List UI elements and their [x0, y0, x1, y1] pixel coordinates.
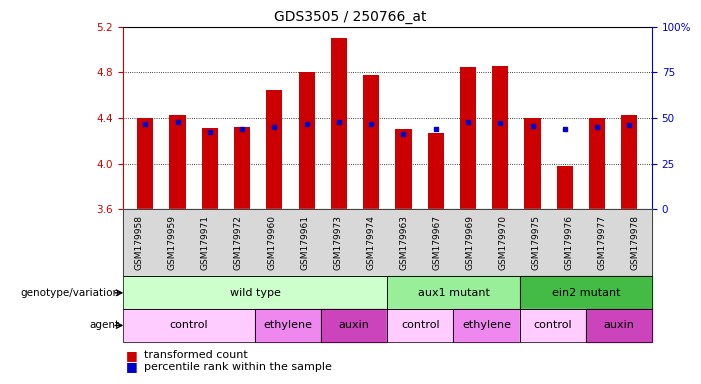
- Text: GDS3505 / 250766_at: GDS3505 / 250766_at: [274, 10, 427, 23]
- Text: GSM179969: GSM179969: [465, 215, 475, 270]
- Text: GSM179977: GSM179977: [598, 215, 607, 270]
- Text: aux1 mutant: aux1 mutant: [418, 288, 489, 298]
- Text: control: control: [533, 320, 572, 331]
- Bar: [428, 133, 444, 209]
- Bar: [266, 89, 283, 209]
- Bar: [234, 127, 250, 209]
- Text: ethylene: ethylene: [264, 320, 313, 331]
- Bar: [331, 38, 347, 209]
- Bar: [170, 115, 186, 209]
- Text: wild type: wild type: [229, 288, 280, 298]
- Text: GSM179960: GSM179960: [267, 215, 276, 270]
- Bar: [202, 128, 218, 209]
- Bar: [137, 118, 154, 209]
- Bar: [299, 73, 315, 209]
- Text: GSM179967: GSM179967: [433, 215, 442, 270]
- Text: control: control: [401, 320, 440, 331]
- Text: GSM179973: GSM179973: [333, 215, 342, 270]
- Text: auxin: auxin: [604, 320, 634, 331]
- Text: ■: ■: [126, 360, 138, 373]
- Bar: [589, 118, 605, 209]
- Bar: [460, 67, 476, 209]
- Text: GSM179976: GSM179976: [565, 215, 573, 270]
- Bar: [621, 115, 637, 209]
- Text: GSM179974: GSM179974: [366, 215, 375, 270]
- Text: GSM179978: GSM179978: [631, 215, 640, 270]
- Text: GSM179971: GSM179971: [201, 215, 210, 270]
- Text: GSM179975: GSM179975: [531, 215, 540, 270]
- Text: GSM179959: GSM179959: [168, 215, 177, 270]
- Text: transformed count: transformed count: [144, 350, 247, 360]
- Bar: [395, 129, 411, 209]
- Text: control: control: [170, 320, 208, 331]
- Text: GSM179961: GSM179961: [300, 215, 309, 270]
- Bar: [557, 166, 573, 209]
- Text: GSM179958: GSM179958: [135, 215, 144, 270]
- Text: GSM179972: GSM179972: [234, 215, 243, 270]
- Bar: [363, 75, 379, 209]
- Text: ethylene: ethylene: [462, 320, 511, 331]
- Text: GSM179970: GSM179970: [498, 215, 508, 270]
- Text: GSM179963: GSM179963: [400, 215, 409, 270]
- Text: percentile rank within the sample: percentile rank within the sample: [144, 362, 332, 372]
- Text: genotype/variation: genotype/variation: [20, 288, 119, 298]
- Bar: [492, 66, 508, 209]
- Text: ■: ■: [126, 349, 138, 362]
- Text: auxin: auxin: [339, 320, 369, 331]
- Bar: [524, 118, 540, 209]
- Text: agent: agent: [89, 320, 119, 331]
- Text: ein2 mutant: ein2 mutant: [552, 288, 620, 298]
